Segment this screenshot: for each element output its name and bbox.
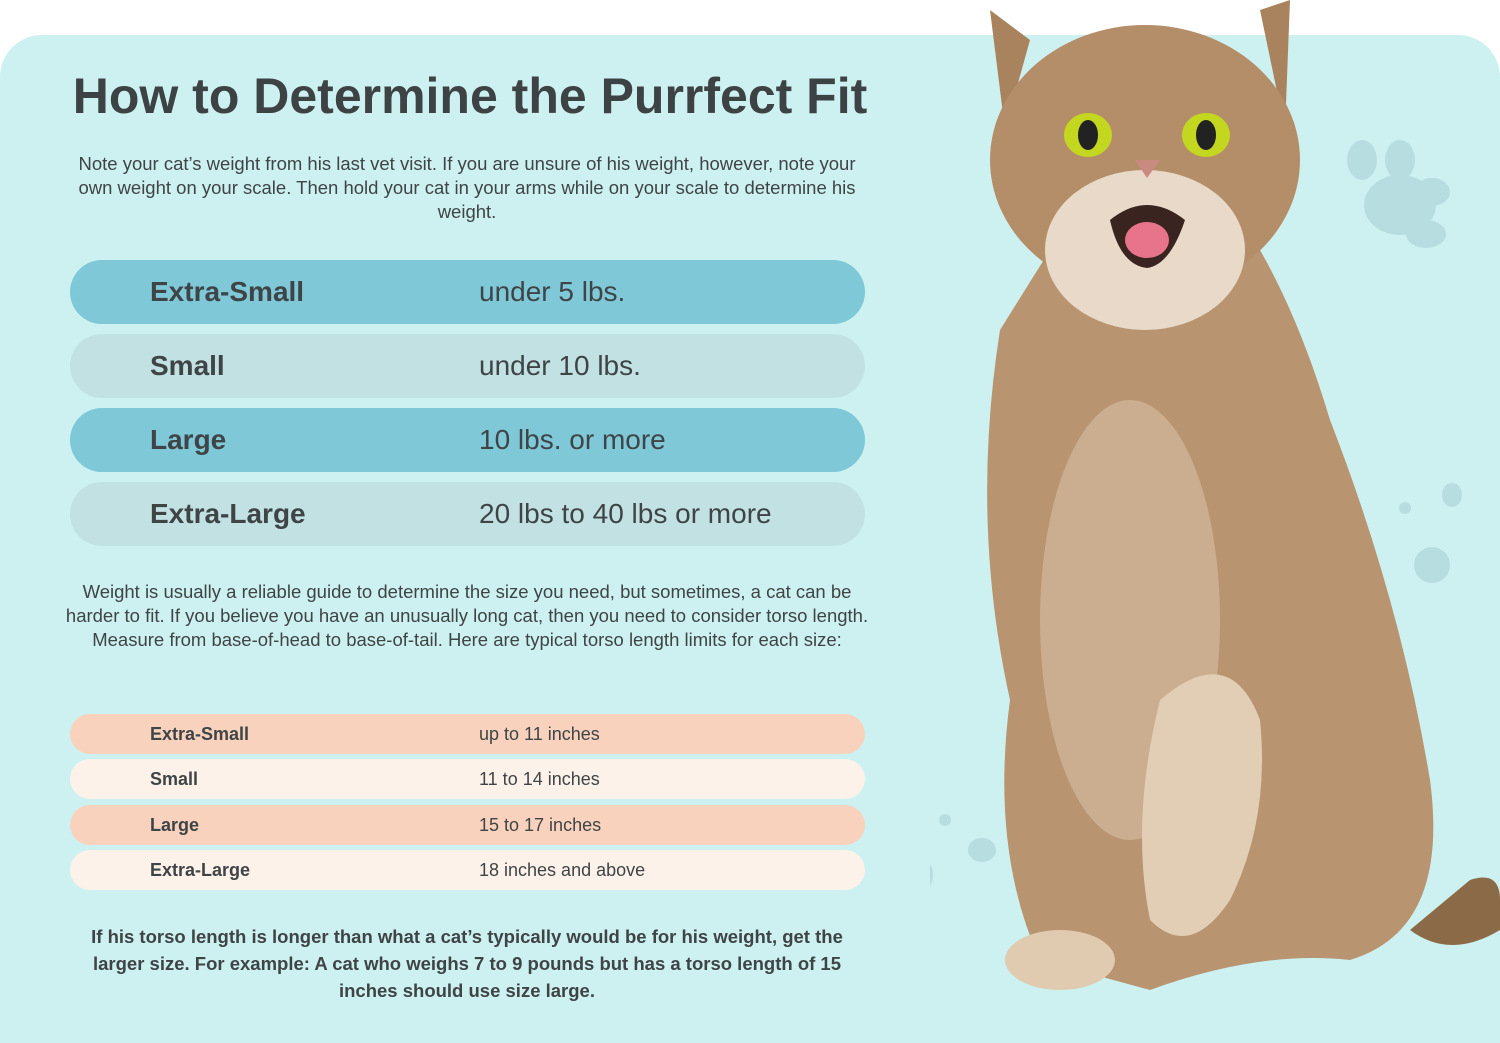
weight-row: Large 10 lbs. or more bbox=[70, 408, 865, 472]
page-title: How to Determine the Purrfect Fit bbox=[72, 68, 868, 124]
size-value: 11 to 14 inches bbox=[479, 768, 600, 789]
cat-photo bbox=[930, 0, 1500, 990]
size-label: Extra-Large bbox=[150, 498, 306, 529]
size-label: Extra-Small bbox=[150, 276, 305, 307]
size-label: Extra-Small bbox=[150, 723, 250, 744]
weight-row: Small under 10 lbs. bbox=[70, 334, 865, 398]
cat-figure bbox=[987, 0, 1500, 990]
torso-row: Extra-Large 18 inches and above bbox=[70, 850, 865, 890]
weight-row: Extra-Large 20 lbs to 40 lbs or more bbox=[70, 482, 865, 546]
torso-row: Small 11 to 14 inches bbox=[70, 759, 865, 799]
intro-text: Note your cat’s weight from his last vet… bbox=[78, 153, 856, 222]
torso-row: Large 15 to 17 inches bbox=[70, 805, 865, 845]
page-title-container: How to Determine the Purrfect Fit bbox=[60, 66, 880, 130]
note-text: If his torso length is longer than what … bbox=[91, 926, 843, 1001]
size-value: under 10 lbs. bbox=[479, 350, 641, 381]
size-label: Large bbox=[150, 424, 227, 455]
paw-print-icon bbox=[930, 140, 1462, 887]
torso-row: Extra-Small up to 11 inches bbox=[70, 714, 865, 754]
size-label: Large bbox=[150, 814, 200, 835]
size-value: 15 to 17 inches bbox=[479, 814, 602, 835]
size-value: 20 lbs to 40 lbs or more bbox=[479, 498, 772, 529]
size-label: Extra-Large bbox=[150, 859, 251, 880]
torso-intro-text: Weight is usually a reliable guide to de… bbox=[65, 581, 869, 650]
size-label: Small bbox=[150, 350, 225, 381]
weight-row: Extra-Small under 5 lbs. bbox=[70, 260, 865, 324]
size-label: Small bbox=[150, 768, 199, 789]
size-value: 10 lbs. or more bbox=[479, 424, 666, 455]
size-value: up to 11 inches bbox=[479, 723, 600, 744]
size-value: 18 inches and above bbox=[479, 859, 646, 880]
size-value: under 5 lbs. bbox=[479, 276, 626, 307]
